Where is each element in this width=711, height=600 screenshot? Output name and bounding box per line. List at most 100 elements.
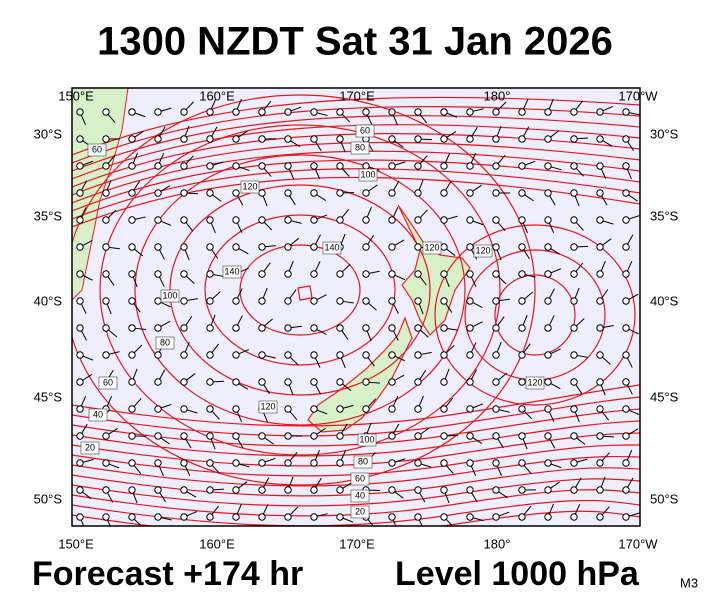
barb-station (596, 432, 604, 440)
bottom-axis-label: 170°E (339, 536, 375, 551)
barb-station (232, 486, 240, 494)
barb-staff (472, 437, 483, 444)
barb-station (440, 378, 448, 386)
barb-staff (210, 222, 216, 234)
barb-station (180, 297, 188, 305)
barb-staff (574, 195, 580, 207)
barb-staff (158, 249, 165, 260)
barb-station (310, 324, 318, 332)
barb-staff (160, 220, 172, 226)
barb-staff (185, 101, 194, 111)
barb-staff (471, 492, 478, 503)
barb-staff (548, 222, 555, 233)
barb-station (102, 135, 110, 143)
barb-station (440, 513, 448, 521)
barb-staff (106, 303, 112, 315)
barb-staff (315, 477, 322, 488)
barb-staff (522, 314, 528, 326)
barb-staff (523, 126, 530, 137)
barb-station (570, 162, 578, 170)
barb-staff (602, 435, 615, 438)
barb-staff (496, 249, 502, 261)
barb-station (440, 297, 448, 305)
barb-station (622, 486, 630, 494)
barb-station (76, 243, 84, 251)
barb-station (362, 297, 370, 305)
barb-station (206, 432, 214, 440)
barb-staff (626, 357, 633, 368)
barb-station (414, 135, 422, 143)
barb-staff (160, 403, 172, 409)
barb-station (518, 216, 526, 224)
barb-station (310, 378, 318, 386)
isobar (72, 96, 640, 156)
contour-label-box (350, 141, 370, 155)
isobar (494, 274, 576, 356)
barb-staff (160, 320, 171, 327)
barb-staff (472, 220, 484, 226)
barb-staff (237, 195, 244, 206)
barb-staff (342, 517, 354, 523)
barb-staff (160, 107, 172, 112)
barb-station (284, 513, 292, 521)
barb-station (388, 297, 396, 305)
barb-station (284, 108, 292, 116)
barb-staff (80, 519, 85, 526)
barb-station (128, 351, 136, 359)
barb-station (544, 162, 552, 170)
barb-station (310, 270, 318, 278)
barb-station (284, 351, 292, 359)
barb-staff (314, 261, 321, 272)
barb-station (596, 405, 604, 413)
isobars (72, 94, 640, 526)
barb-station (414, 459, 422, 467)
barb-staff (342, 482, 353, 489)
contour-label-box (258, 400, 278, 414)
barb-staff (497, 154, 506, 165)
barb-station (362, 324, 370, 332)
barb-staff (548, 98, 554, 110)
level-label: Level 1000 hPa (395, 555, 640, 593)
barb-staff (393, 423, 400, 434)
barb-station (414, 216, 422, 224)
barb-station (440, 189, 448, 197)
barb-staff (314, 357, 321, 368)
barb-staff (445, 464, 454, 474)
barb-station (518, 432, 526, 440)
barb-station (518, 108, 526, 116)
barb-staff (160, 301, 171, 308)
barb-staff (548, 411, 555, 422)
barb-station (596, 135, 604, 143)
barb-station (466, 135, 474, 143)
right-axis-label: 30°S (650, 126, 679, 141)
barb-staff (316, 112, 328, 117)
barb-station (128, 297, 136, 305)
contour-label: 100 (359, 434, 374, 444)
barb-station (544, 108, 552, 116)
barb-staff (186, 409, 198, 414)
barb-station (466, 432, 474, 440)
barb-staff (394, 161, 406, 166)
barb-staff (446, 327, 458, 331)
barb-staff (626, 261, 633, 272)
barb-station (310, 135, 318, 143)
isobar (72, 455, 640, 487)
barb-staff (211, 343, 220, 353)
barb-staff (628, 215, 640, 220)
bottom-axis-label: 170°W (618, 536, 658, 551)
isobar (72, 408, 640, 447)
barb-station (388, 135, 396, 143)
barb-staff (185, 222, 194, 232)
barb-staff (80, 114, 87, 126)
barb-staff (341, 263, 351, 273)
barb-staff (107, 113, 116, 123)
barb-station (596, 378, 604, 386)
isobar (134, 154, 466, 426)
barb-staff (470, 152, 476, 164)
barb-staff (316, 294, 327, 301)
barb-staff (626, 168, 632, 180)
barb-staff (212, 161, 224, 166)
barb-station (596, 486, 604, 494)
contour-label-box (357, 433, 377, 447)
barb-station (128, 324, 136, 332)
